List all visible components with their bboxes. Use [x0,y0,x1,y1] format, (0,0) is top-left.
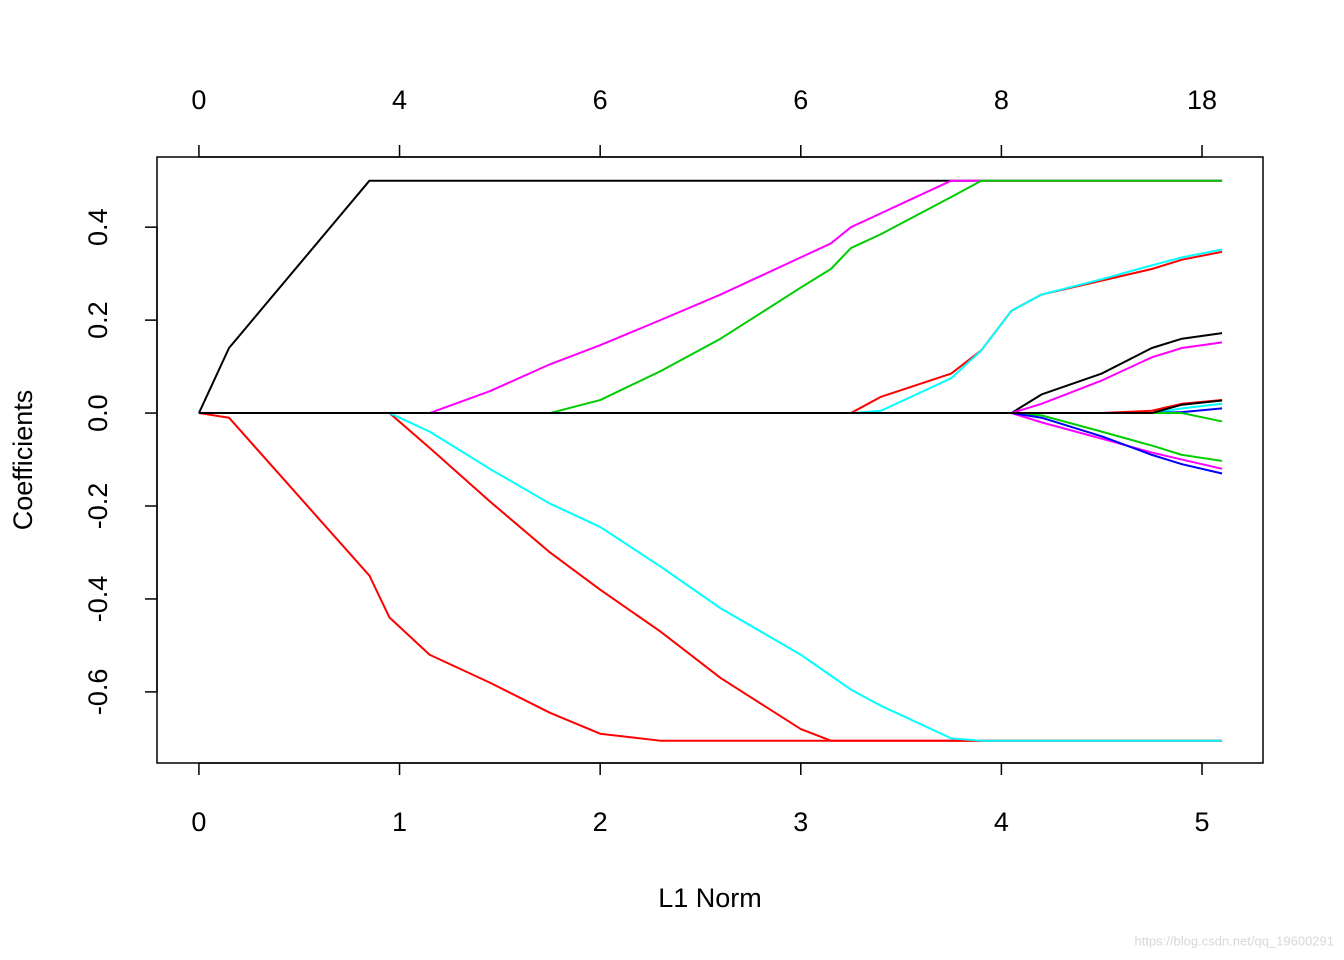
x2-tick-label: 4 [392,85,407,115]
series-line [198,412,1223,470]
x-axis-label: L1 Norm [658,883,762,913]
x-tick-label: 1 [392,807,407,837]
series-line [198,402,1223,415]
y-tick-label: -0.2 [83,483,113,530]
y-axis-label: Coefficients [8,390,38,531]
x2-tick-label: 0 [191,85,206,115]
series-line [198,179,1223,414]
x-tick-label: 5 [1194,807,1209,837]
x-tick-label: 3 [793,807,808,837]
y-tick-label: 0.2 [83,301,113,339]
x2-tick-label: 6 [793,85,808,115]
series-line [198,399,1223,415]
series-line [198,412,1223,742]
x2-tick-label: 8 [994,85,1009,115]
plot-frame [156,156,1264,764]
series-line [198,412,1223,742]
x-tick-label: 2 [593,807,608,837]
x2-tick-label: 6 [593,85,608,115]
x2-tick-label: 18 [1187,85,1217,115]
series-line [198,341,1223,415]
x-tick-label: 0 [191,807,206,837]
series-line [198,250,1223,415]
series-line [198,179,1223,415]
y-tick-label: 0.0 [83,394,113,432]
series-line [198,412,1223,462]
y-tick-label: -0.6 [83,669,113,716]
y-tick-label: 0.4 [83,208,113,246]
x-tick-label: 4 [994,807,1009,837]
watermark: https://blog.csdn.net/qq_19600291 [1135,933,1335,948]
series-line [198,412,1223,423]
series-line [198,179,1223,415]
series-line [198,399,1223,415]
y-tick-label: -0.4 [83,576,113,623]
series-line [198,412,1223,742]
series-line [198,248,1223,415]
